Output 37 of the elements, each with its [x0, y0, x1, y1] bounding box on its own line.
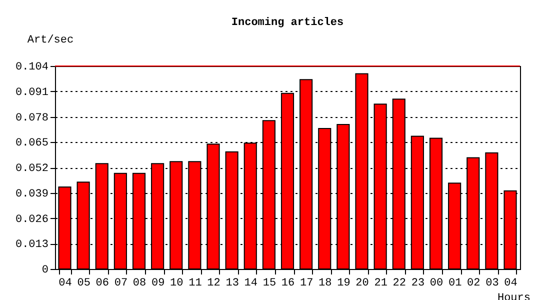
y-tick-label: 0 [42, 264, 48, 276]
y-tick-label: 0.039 [15, 188, 48, 200]
x-tick-label: 14 [244, 278, 258, 290]
x-tick-label: 22 [392, 278, 406, 290]
x-tick-label: 03 [486, 278, 499, 290]
x-tick-label: 04 [504, 278, 518, 290]
bar [485, 152, 498, 270]
x-tick-label: 07 [114, 278, 128, 290]
x-tick-label: 15 [262, 278, 276, 290]
x-tick-label: 20 [356, 278, 369, 290]
y-tick-label: 0.078 [15, 112, 48, 124]
x-tick-label: 11 [188, 278, 202, 290]
y-tick-label: 0.104 [15, 62, 49, 74]
y-tick-label: 0.052 [15, 163, 48, 175]
x-tick-label: 12 [207, 278, 220, 290]
x-tick-label: 21 [374, 278, 388, 290]
x-tick-label: 17 [300, 278, 314, 290]
x-tick-label: 23 [411, 278, 425, 290]
x-tick-label: 13 [226, 278, 239, 290]
x-tick-label: 01 [448, 278, 462, 290]
x-tick-label: 08 [132, 278, 146, 290]
y-tick-label: 0.013 [15, 239, 48, 252]
x-tick-label: 18 [318, 278, 332, 290]
x-tick-label: 00 [430, 278, 444, 290]
x-tick-label: 06 [96, 278, 109, 290]
y-tick-label: 0.026 [15, 214, 48, 226]
x-tick-label: 02 [467, 278, 480, 290]
y-tick-label: 0.091 [15, 86, 49, 99]
x-tick-label: 05 [77, 278, 90, 290]
x-tick-label: 16 [281, 278, 295, 290]
x-tick-label: 09 [151, 278, 165, 290]
x-tick-label: 10 [170, 278, 184, 290]
y-axis-title: Art/sec [27, 34, 74, 46]
x-tick-label: 04 [58, 278, 72, 290]
x-tick-label: 19 [337, 278, 350, 290]
y-tick-label: 0.065 [15, 138, 48, 150]
chart-title: Incoming articles [231, 17, 344, 29]
